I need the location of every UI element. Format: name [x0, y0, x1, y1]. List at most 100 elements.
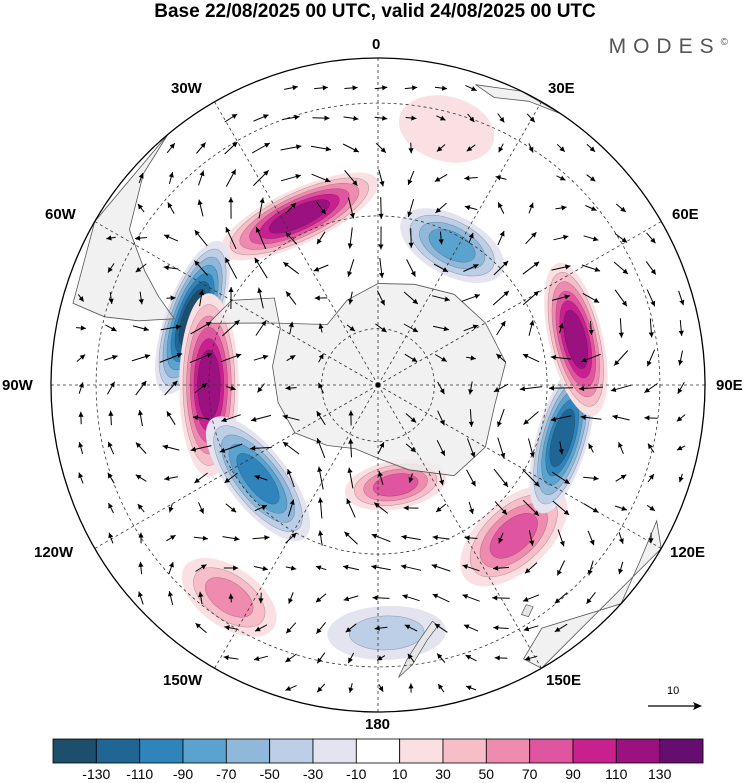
wind-arrow: [436, 115, 446, 121]
wind-arrow: [553, 234, 569, 241]
colorbar-tick-label: -90: [172, 766, 194, 782]
colorbar-tick-label: -130: [82, 766, 111, 782]
wind-arrow: [137, 503, 145, 513]
wind-arrow: [250, 414, 272, 422]
wind-arrow: [164, 380, 178, 396]
colorbar-swatch: [269, 738, 314, 764]
wind-arrow: [219, 443, 243, 453]
wind-arrow: [432, 535, 450, 541]
wind-arrow: [437, 683, 445, 693]
wind-arrow: [615, 474, 627, 482]
wind-arrow: [318, 353, 324, 363]
wind-arrow: [493, 383, 509, 393]
wind-arrow: [647, 443, 655, 453]
brand-name: MODES: [608, 35, 721, 58]
wind-arrow: [375, 323, 387, 333]
wind-arrow: [255, 320, 267, 336]
wind-arrow: [552, 500, 570, 516]
wind-arrow: [318, 530, 324, 546]
wind-arrow: [372, 595, 390, 601]
wind-arrow: [282, 114, 300, 120]
wind-arrow: [583, 235, 599, 242]
wind-arrow: [77, 294, 85, 302]
colorbar-tick-label: -10: [346, 766, 367, 782]
meridian-line: [377, 384, 548, 679]
wind-arrow: [523, 411, 539, 425]
wind-arrow: [166, 295, 176, 301]
wind-arrow: [618, 318, 624, 338]
wind-arrow: [314, 295, 328, 301]
wind-arrow: [254, 504, 268, 512]
wind-arrow: [194, 382, 208, 394]
wind-arrow: [76, 325, 86, 331]
colorbar-tick-label: 70: [521, 766, 538, 782]
wind-arrow: [495, 353, 507, 363]
wind-arrow: [374, 85, 388, 91]
wind-arrow: [108, 502, 114, 514]
wind-arrow: [646, 504, 656, 512]
wind-arrow: [466, 144, 476, 152]
wind-arrow: [252, 535, 270, 541]
latitude-circle: [95, 102, 661, 668]
wind-arrow: [494, 501, 508, 515]
wind-arrow: [78, 472, 84, 484]
wind-arrow: [581, 353, 601, 363]
wind-arrow: [528, 530, 535, 546]
wind-arrow: [315, 593, 327, 603]
wind-arrow: [434, 173, 448, 183]
wind-arrow: [76, 354, 86, 362]
wind-arrow: [581, 264, 601, 272]
wind-arrow: [222, 536, 240, 542]
wind-arrow: [316, 410, 326, 426]
colorbar-tick-label: -50: [259, 766, 280, 782]
wind-arrow: [258, 197, 265, 219]
wind-arrow: [284, 85, 298, 91]
wind-arrow: [522, 290, 540, 306]
wind-arrow: [135, 263, 147, 273]
wind-arrow: [588, 443, 594, 453]
wind-arrow: [224, 257, 238, 279]
wind-arrow: [193, 535, 209, 541]
lon-label-0: 0: [372, 36, 381, 53]
wind-arrow: [288, 321, 294, 335]
chart-title: Base 22/08/2025 00 UTC, valid 24/08/2025…: [154, 1, 596, 22]
wind-arrow: [310, 145, 332, 152]
lon-label-120e: 120E: [670, 544, 706, 561]
wind-arrow: [108, 532, 114, 544]
wind-arrow: [134, 235, 148, 241]
wind-arrow: [578, 386, 604, 392]
wind-arrow: [498, 532, 504, 544]
wind-arrow: [285, 231, 297, 245]
wind-arrow: [228, 197, 234, 219]
wind-arrow: [280, 144, 302, 151]
wind-arrow: [523, 625, 539, 632]
wind-arrow: [285, 653, 297, 663]
wind-arrow: [285, 202, 297, 214]
wind-arrow: [618, 532, 624, 544]
wind-arrow: [314, 85, 328, 91]
wind-arrow: [465, 84, 477, 92]
wind-arrow: [580, 414, 602, 420]
colorbar-tick-label: 10: [391, 766, 408, 782]
colorbar-swatch: [225, 738, 271, 764]
wind-arrow: [258, 592, 264, 604]
wind-arrow: [316, 622, 326, 634]
wind-arrow: [107, 441, 115, 455]
wind-arrow: [406, 259, 416, 277]
wind-arrow: [588, 320, 594, 336]
wind-arrow: [287, 499, 295, 517]
wind-arrow: [438, 231, 444, 245]
wind-arrow: [644, 382, 658, 394]
wind-arrow: [677, 382, 685, 394]
wind-arrow: [316, 231, 326, 245]
wind-arrow: [586, 591, 596, 605]
wind-arrow: [468, 409, 474, 427]
wind-arrow: [614, 289, 628, 307]
wind-arrow: [551, 294, 571, 301]
wind-arrow: [224, 625, 238, 631]
wind-arrow: [285, 385, 297, 391]
wind-arrow: [403, 505, 419, 511]
wind-arrow: [168, 561, 174, 575]
wind-arrow: [253, 655, 269, 662]
colorbar-tick-label: 30: [435, 766, 451, 782]
